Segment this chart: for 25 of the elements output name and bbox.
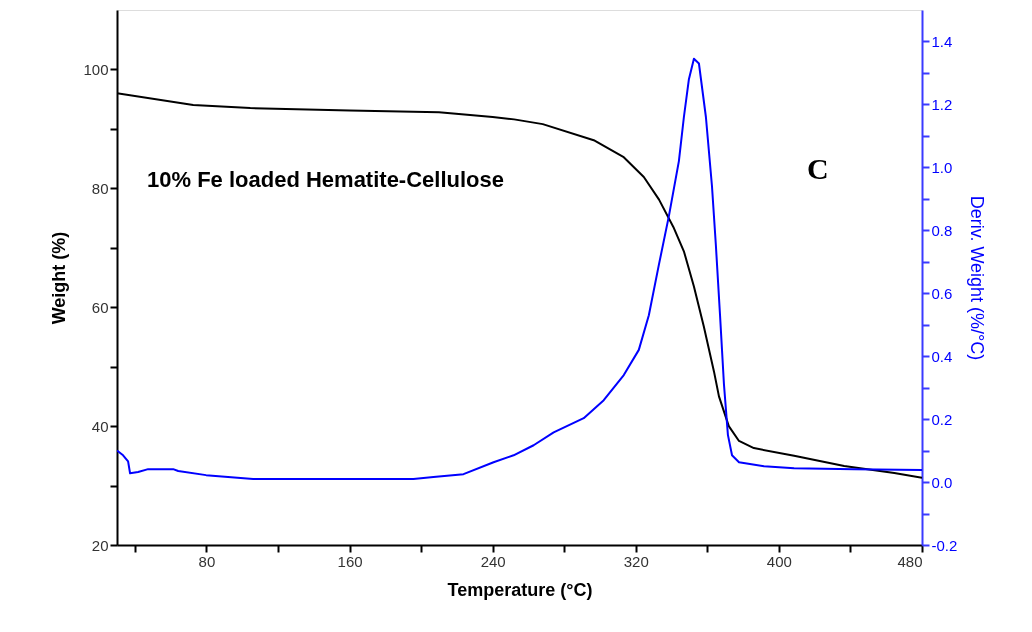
x-tick-label: 480: [897, 552, 923, 570]
y-tick-label: 40: [91, 417, 109, 435]
y-tick-label: 80: [91, 179, 109, 197]
y2-axis-title: Deriv. Weight (%/°C): [967, 195, 988, 361]
y-tick-label: 100: [83, 60, 109, 78]
y2-tick-label: 0.4: [931, 347, 953, 365]
x-axis-title: Temperature (°C): [447, 579, 593, 600]
x-tick-label: 400: [766, 552, 792, 570]
y2-tick-label: 1.2: [931, 95, 953, 113]
y2-tick-label: 0.6: [931, 284, 953, 302]
y2-tick-label: 0.8: [931, 221, 953, 239]
y-axis-title: Weight (%): [49, 231, 70, 325]
x-tick-label: 80: [198, 552, 216, 570]
y-tick-label: 20: [91, 536, 109, 554]
annotation: C: [807, 152, 829, 185]
y2-tick-label: 0.0: [931, 473, 953, 491]
annotation: 10% Fe loaded Hematite-Cellulose: [147, 167, 504, 192]
y2-tick-label: 1.4: [931, 32, 953, 50]
x-tick-label: 240: [480, 552, 506, 570]
y2-tick-label: 0.2: [931, 410, 953, 428]
x-tick-label: 160: [337, 552, 363, 570]
y2-tick-label: 1.0: [931, 158, 953, 176]
y2-tick-label: -0.2: [931, 536, 958, 554]
y-tick-label: 60: [91, 298, 109, 316]
x-tick-label: 320: [623, 552, 649, 570]
